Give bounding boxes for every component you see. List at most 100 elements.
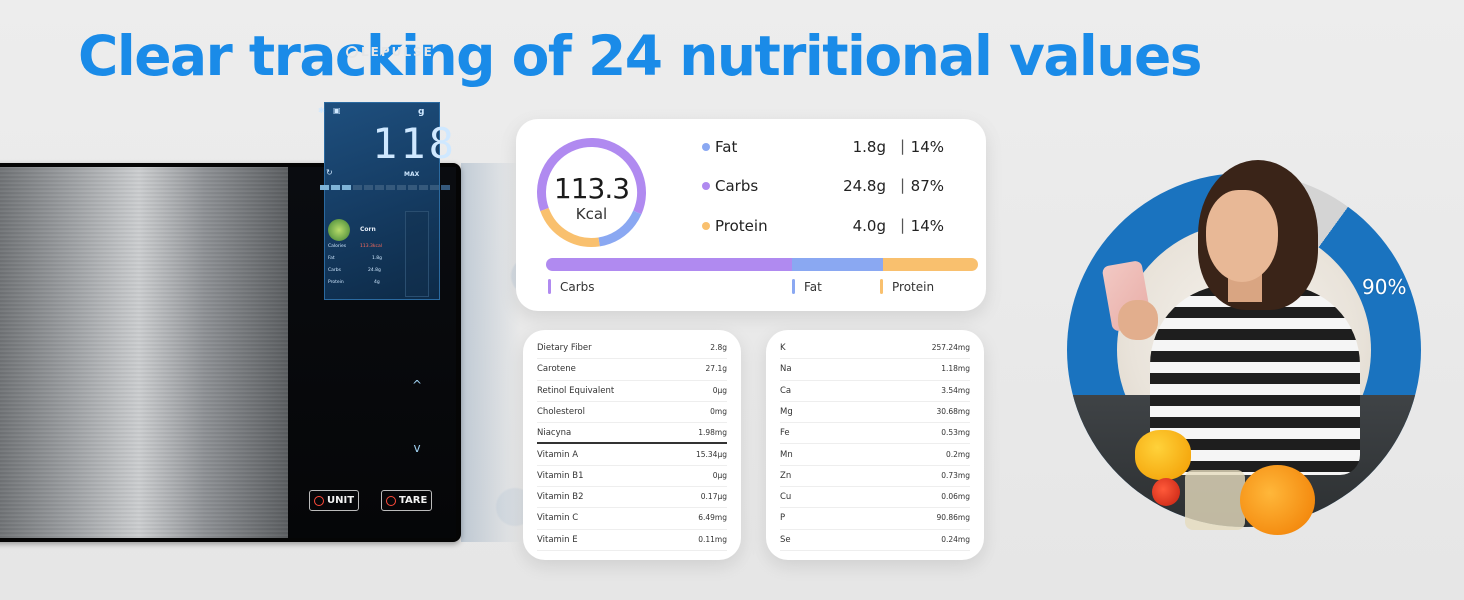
nutrient-name: Niacyna [537,428,572,439]
nutrient-value: 0μg [712,385,727,395]
legend-swatch [792,279,795,294]
nutrient-name: Vitamin B2 [537,492,584,503]
nutrient-name: Fe [780,428,790,439]
steel-surface [0,167,288,538]
lcd-unit: g [418,107,425,117]
bar-segment-protein [882,258,978,271]
level-segment [419,185,428,190]
nutrient-name: Na [780,364,792,375]
lcd-nutrient-label: Carbs [328,268,341,273]
level-segment [430,185,439,190]
list-item: Vitamin B2 0.17μg [537,487,727,509]
macro-name: Carbs [715,177,759,195]
nutrient-value: 27.1g [705,364,727,374]
list-item: Cholesterol 0mg [537,402,727,424]
nutrient-name: Cu [780,492,792,503]
nutrient-name: Retinol Equivalent [537,385,615,396]
level-segment [320,185,329,190]
timer-icon: ↻ [326,168,333,177]
list-item: Vitamin E 0.11mg [537,530,727,551]
protein-dot-icon [702,222,710,230]
glass-reflection [461,163,521,542]
level-segment [441,185,450,190]
nutrient-value: 3.54mg [941,385,970,395]
nutrient-value: 0.73mg [941,470,970,480]
nutrient-value: 257.24mg [931,343,970,352]
legend-swatch [548,279,551,294]
list-item: Retinol Equivalent 0μg [537,381,727,402]
macro-stacked-bar [546,258,978,271]
headline: Clear tracking of 24 nutritional values [78,24,1202,88]
level-segment [342,185,351,190]
level-segment [386,185,395,190]
lcd-nutrient-value: 24.8g [368,268,381,273]
list-item: Dietary Fiber 2.8g [537,338,727,360]
tare-button[interactable]: TARE [381,490,433,511]
nutrient-name: Vitamin B1 [537,470,584,481]
nutrient-value: 0.2mg [946,449,970,459]
nutrient-value: 1.18mg [941,364,970,374]
lcd-nutrient-value: 113.3kcal [360,244,382,249]
level-segment [408,185,417,190]
yellow-pepper-icon [1135,430,1191,480]
donut-slice-protein [537,138,646,247]
legend-label: Carbs [560,280,595,294]
nutrient-value: 15.34μg [695,449,727,459]
list-item: Mg 30.68mg [780,402,970,424]
nutrient-value: 30.68mg [936,406,970,416]
legend-swatch [880,279,883,294]
carbs-dot-icon [702,182,710,190]
kcal-unit: Kcal [575,205,608,223]
nutrient-name: Ca [780,385,792,396]
macro-name: Protein [715,217,768,235]
nutrient-value: 2.8g [710,343,727,352]
list-item: Niacyna 1.98mg [537,423,727,445]
lcd-nutrient-label: Calories [328,244,347,249]
power-icon [386,495,396,506]
legend-label: Protein [892,280,935,294]
calorie-summary-card [516,119,986,311]
battery-icon: ▣ [333,106,341,115]
up-arrow-button[interactable]: ^ [411,378,423,392]
arrow-panel [405,211,429,297]
bluetooth-icon: ✱ [318,106,325,115]
smoothie-glass [1185,470,1245,530]
list-item: Cu 0.06mg [780,487,970,509]
list-item: Vitamin C 6.49mg [537,508,727,530]
woman-face [1206,190,1278,282]
nutrient-value: 6.49mg [698,513,727,523]
nutrient-name: Mg [780,406,793,417]
progress-percent-label: 90% [1362,275,1407,299]
nutrient-name: Vitamin C [537,513,579,524]
lcd-display [324,102,440,300]
list-item: Fe 0.53mg [780,423,970,445]
lcd-level-bar [320,185,450,191]
macro-name: Fat [715,138,738,156]
unit-button[interactable]: UNIT [309,490,360,511]
macro-separator: | [899,216,905,234]
nutrient-value: 0.17μg [700,492,727,502]
calorie-donut-chart [537,138,646,247]
legend-label: Fat [804,280,822,294]
nutrient-value: 0.24mg [941,534,970,544]
macro-separator: | [899,176,905,194]
tomato-icon [1152,478,1180,506]
donut-slice-fat [537,138,646,247]
lcd-nutrient-label: Protein [328,280,344,285]
minerals-card: K 257.24mg Na 1.18mg Ca 3.54mg Mg 30.68mg Fe 0.53… [766,330,984,560]
check-icon [314,495,324,506]
list-item: K 257.24mg [780,338,970,360]
macro-separator: | [899,137,905,155]
nutrient-name: Cholesterol [537,406,585,417]
nutrient-value: 90.86mg [936,513,970,523]
lcd-food-name: Corn [360,226,376,233]
nutrient-value: 0.11mg [698,534,727,544]
brand-name: LEPULSE [361,45,434,59]
unit-button-label: UNIT [327,495,355,506]
list-item: P 90.86mg [780,508,970,530]
down-arrow-button[interactable]: v [413,441,421,455]
orange-icon [1240,465,1315,535]
nutrient-value: 1.98mg [698,428,727,438]
level-segment [375,185,384,190]
brand-logo-icon [346,46,358,58]
